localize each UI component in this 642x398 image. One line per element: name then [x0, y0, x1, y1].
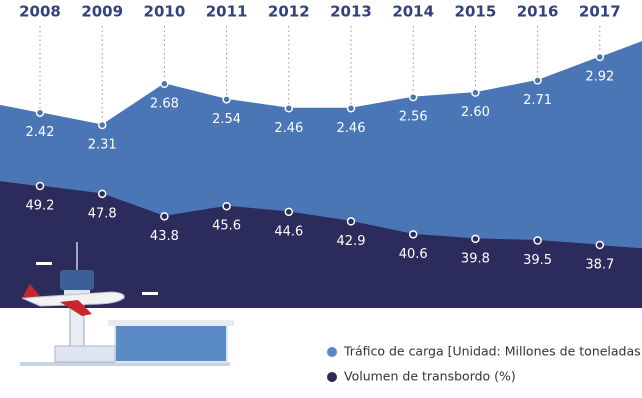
building	[54, 345, 116, 363]
data-point	[346, 104, 356, 113]
data-label: 43.8	[150, 229, 179, 244]
x-tick-label: 2013	[330, 3, 372, 21]
series-line	[39, 56, 600, 126]
data-point	[222, 95, 231, 104]
data-label: 2.42	[26, 125, 55, 140]
plane-tail	[22, 284, 40, 298]
x-tick-label: 2015	[455, 3, 497, 21]
plot-area: 2008 2009 2010 2011 2012 2013 2014 2015 2016 2017…	[0, 3, 642, 308]
x-tick-label: 2010	[144, 3, 186, 21]
data-label: 38.7	[585, 258, 614, 273]
data-label: 44.6	[274, 224, 303, 239]
data-label: 2.46	[337, 121, 366, 136]
data-point	[97, 189, 107, 199]
data-point	[595, 240, 605, 250]
data-point	[35, 108, 45, 117]
data-label: 49.2	[26, 199, 55, 214]
airport-illustration	[20, 242, 234, 366]
data-label: 2.60	[461, 105, 490, 120]
series-line	[39, 185, 600, 246]
data-label: 2.92	[585, 70, 614, 85]
x-tick-label: 2012	[268, 3, 310, 21]
data-point	[471, 88, 480, 97]
area-fill	[0, 41, 642, 249]
tower-cab	[60, 270, 94, 290]
data-point	[97, 120, 107, 130]
x-tick-label: 2014	[392, 3, 434, 21]
x-tick-label: 2008	[19, 3, 61, 21]
cloud	[142, 292, 158, 295]
data-label: 39.5	[523, 253, 552, 268]
x-tick-label: 2016	[517, 3, 559, 21]
x-tick-label: 2011	[206, 3, 248, 21]
data-point	[160, 79, 169, 89]
x-tick-label: 2017	[579, 3, 621, 21]
legend-marker	[327, 347, 337, 357]
data-label: 2.68	[150, 96, 179, 111]
data-label: 47.8	[88, 206, 117, 221]
data-point	[346, 217, 356, 226]
data-label: 2.54	[212, 112, 241, 127]
legend: Tráfico de carga [Unidad: Millones de to…	[327, 344, 642, 384]
legend-label: Volumen de transbordo (%)	[344, 369, 516, 384]
data-point	[160, 212, 169, 221]
area-fill	[0, 180, 642, 308]
legend-label: Tráfico de carga [Unidad: Millones de to…	[343, 344, 642, 359]
data-label: 2.31	[88, 138, 117, 153]
terminal-roof	[108, 320, 234, 326]
data-label: 39.8	[461, 251, 490, 266]
data-point	[284, 104, 294, 113]
ground	[20, 362, 230, 366]
data-point	[222, 201, 231, 211]
data-label: 2.46	[274, 121, 303, 136]
data-label: 42.9	[337, 234, 366, 249]
x-tick-label: 2009	[81, 3, 123, 21]
data-label: 45.6	[212, 219, 241, 234]
data-point	[471, 234, 480, 244]
data-point	[533, 76, 542, 85]
data-point	[533, 236, 542, 245]
data-label: 40.6	[399, 247, 428, 262]
cloud	[36, 262, 52, 265]
terminal	[114, 323, 228, 363]
data-point	[284, 207, 294, 217]
data-point	[408, 92, 418, 102]
plane-body	[21, 291, 125, 307]
data-point	[35, 181, 45, 191]
legend-marker	[327, 372, 337, 382]
data-label: 2.71	[523, 93, 552, 108]
data-point	[595, 52, 605, 62]
plane-wing	[60, 300, 92, 316]
data-point	[408, 230, 418, 239]
data-label: 2.56	[399, 110, 428, 125]
